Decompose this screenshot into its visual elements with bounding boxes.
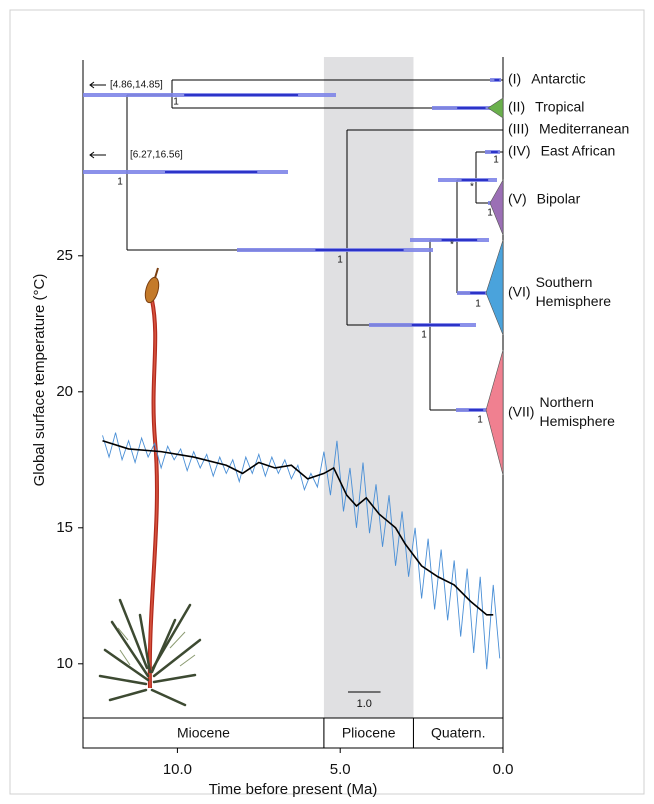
- clade-name: Tropical: [535, 99, 584, 115]
- x-axis-label: Time before present (Ma): [209, 781, 378, 798]
- arrow: [89, 81, 106, 89]
- clade-name: Hemisphere: [536, 293, 612, 309]
- arrow: [89, 151, 106, 159]
- y-tick-label: 25: [56, 247, 73, 264]
- interval-label: [6.27,16.56]: [130, 150, 183, 161]
- clade-name: Mediterranean: [539, 121, 629, 137]
- moss-illustration: [98, 267, 202, 707]
- support-label: 1: [475, 299, 481, 310]
- epoch-label: Miocene: [177, 725, 230, 741]
- clade-numeral: (VI): [508, 284, 531, 300]
- epoch-label: Quatern.: [431, 725, 485, 741]
- x-tick-label: 5.0: [330, 761, 351, 778]
- interval-label: [4.86,14.85]: [110, 80, 163, 91]
- epoch-box: [323, 717, 414, 749]
- clade-numeral: (V): [508, 191, 527, 207]
- clade-numeral: (VII): [508, 404, 534, 420]
- x-tick-label: 10.0: [163, 761, 192, 778]
- y-tick-label: 10: [56, 655, 73, 672]
- plot-layer: 10 15 20 25 Miocene Pliocene Quatern. 10.0 5.0 0.…: [56, 57, 513, 778]
- clade-triangle: [489, 178, 504, 236]
- support-label: 1: [477, 415, 483, 426]
- support-label: 1: [117, 177, 123, 188]
- y-tick-label: 20: [56, 383, 73, 400]
- frame: [9, 9, 645, 795]
- clade-numeral: (II): [508, 99, 525, 115]
- clade-triangle: [485, 349, 504, 476]
- support-label: 1: [487, 208, 493, 219]
- epoch-box: [412, 717, 504, 749]
- clade-name: Southern: [536, 274, 593, 290]
- temperature-line: [102, 432, 501, 670]
- clade-triangle: [487, 97, 504, 119]
- support-label: 1: [421, 330, 427, 341]
- temperature-line: [102, 439, 494, 616]
- clade-numeral: (IV): [508, 143, 531, 159]
- support-label: 1: [493, 155, 499, 166]
- x-tick-label: 0.0: [493, 761, 514, 778]
- scale-bar-label: 1.0: [357, 698, 372, 710]
- phylogeny: [4.86,14.85] [6.27,16.56] 1 1 1 1 * 1 * 1 1 1 (I) Ant…: [83, 71, 629, 476]
- clade-name: Bipolar: [537, 191, 581, 207]
- support-label: *: [450, 240, 454, 251]
- shaded-range: [323, 57, 414, 718]
- clade-name: Northern: [539, 394, 593, 410]
- epoch-label: Pliocene: [342, 725, 396, 741]
- epoch-box: [82, 717, 325, 749]
- clade-numeral: (III): [508, 121, 529, 137]
- clade-numeral: (I): [508, 71, 521, 87]
- y-axis-label: Global surface temperature (°C): [31, 274, 48, 487]
- clade-triangle: [485, 239, 504, 336]
- support-label: 1: [337, 255, 343, 266]
- support-label: 1: [173, 97, 179, 108]
- background-layer: [323, 57, 414, 718]
- clade-name: Hemisphere: [539, 413, 615, 429]
- clade-name: East African: [541, 143, 616, 159]
- clade-name: Antarctic: [531, 71, 585, 87]
- support-label: *: [470, 182, 474, 193]
- y-tick-label: 15: [56, 519, 73, 536]
